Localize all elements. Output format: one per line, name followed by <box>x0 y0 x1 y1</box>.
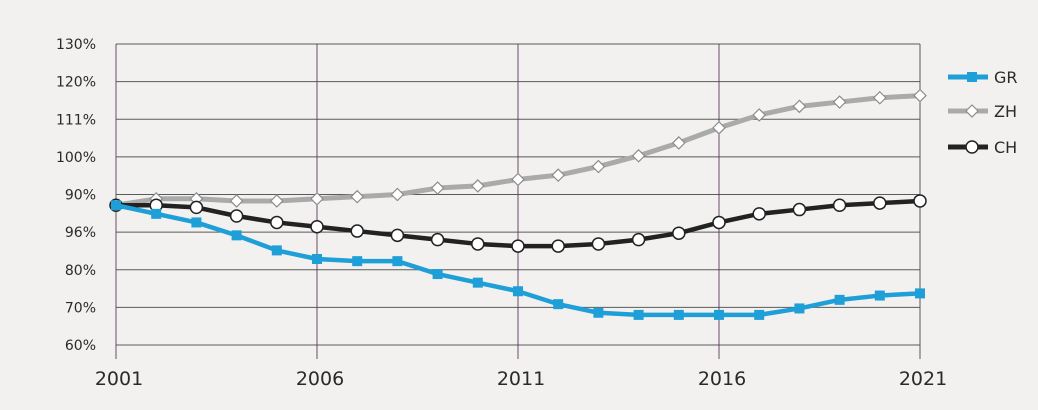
data-point-gr <box>352 256 363 267</box>
y-tick-label: 120% <box>56 75 96 91</box>
legend-item-zh: ZH <box>948 102 1017 121</box>
data-point-zh <box>310 191 324 206</box>
legend-marker-gr <box>967 72 977 82</box>
data-point-zh <box>913 88 927 103</box>
data-point-gr <box>633 309 644 320</box>
data-point-ch <box>310 220 324 234</box>
data-point-gr <box>472 277 483 288</box>
x-tick-label: 2011 <box>497 368 545 390</box>
data-point-ch <box>712 215 726 230</box>
data-point-ch <box>551 239 565 253</box>
data-point-gr <box>834 294 845 305</box>
y-tick-label: 80% <box>65 263 96 279</box>
data-point-ch <box>471 237 485 251</box>
data-point-zh <box>229 194 244 208</box>
legend-item-ch: CH <box>948 138 1017 157</box>
legend-label: CH <box>994 138 1017 157</box>
y-tick-label: 70% <box>65 300 96 316</box>
data-point-ch <box>873 196 887 210</box>
data-point-ch <box>631 232 646 247</box>
data-point-gr <box>794 303 805 314</box>
data-point-gr <box>593 307 604 318</box>
y-tick-label: 130% <box>56 37 96 53</box>
series <box>109 88 927 320</box>
data-point-zh <box>752 108 767 122</box>
data-point-gr <box>271 245 282 256</box>
data-point-gr <box>432 269 443 280</box>
data-point-zh <box>832 95 847 109</box>
data-point-ch <box>792 202 807 217</box>
data-point-ch <box>672 226 686 240</box>
data-point-zh <box>872 90 887 105</box>
data-point-ch <box>270 215 284 230</box>
data-point-ch <box>511 239 525 253</box>
x-tick-label: 2021 <box>899 368 947 390</box>
data-point-zh <box>430 181 445 195</box>
y-tick-label: 100% <box>56 150 96 166</box>
legend-label: GR <box>994 68 1018 87</box>
legend-marker-ch <box>965 140 979 154</box>
data-point-ch <box>591 237 606 251</box>
data-point-ch <box>752 207 766 221</box>
x-tick-label: 2001 <box>95 368 143 390</box>
data-point-zh <box>269 194 284 208</box>
y-tick-label: 96% <box>65 225 96 241</box>
data-point-gr <box>513 286 523 297</box>
data-point-gr <box>754 309 765 320</box>
data-point-zh <box>511 172 525 187</box>
y-tick-label: 111% <box>56 112 96 128</box>
data-point-ch <box>913 194 927 208</box>
data-point-gr <box>673 309 684 320</box>
axes: 60% 70% 80% 96% 90% 100% 111% 120% 130% 2001 2006 2… <box>56 37 947 390</box>
legend-item-gr: GR <box>948 68 1018 87</box>
data-point-zh <box>712 121 726 135</box>
data-point-ch <box>430 232 445 247</box>
data-point-zh <box>551 168 566 182</box>
legend-label: ZH <box>994 102 1017 121</box>
data-point-gr <box>874 290 885 301</box>
data-point-gr <box>231 230 242 241</box>
data-point-gr <box>191 217 202 228</box>
data-point-zh <box>671 136 686 150</box>
data-point-ch <box>390 228 405 243</box>
data-point-ch <box>229 209 244 223</box>
data-point-zh <box>591 159 606 174</box>
series-gr <box>111 200 925 320</box>
data-point-gr <box>714 309 724 320</box>
data-point-gr <box>111 200 121 211</box>
data-point-gr <box>553 299 564 310</box>
data-point-gr <box>915 288 925 299</box>
x-tick-label: 2016 <box>698 368 746 390</box>
y-tick-label: 60% <box>65 338 96 354</box>
data-point-gr <box>312 254 322 264</box>
data-point-zh <box>350 189 365 204</box>
data-point-ch <box>832 198 847 212</box>
legend-marker-zh <box>965 104 979 118</box>
data-point-zh <box>470 179 485 193</box>
data-point-zh <box>390 187 405 202</box>
y-tick-label: 90% <box>65 188 96 204</box>
data-point-gr <box>392 256 403 267</box>
data-point-gr <box>151 208 162 219</box>
legend: GR ZH CH <box>948 68 1018 157</box>
data-point-zh <box>792 99 807 114</box>
x-tick-label: 2006 <box>296 368 344 390</box>
data-point-zh <box>631 148 646 163</box>
data-point-ch <box>350 224 364 238</box>
data-point-ch <box>189 200 204 215</box>
